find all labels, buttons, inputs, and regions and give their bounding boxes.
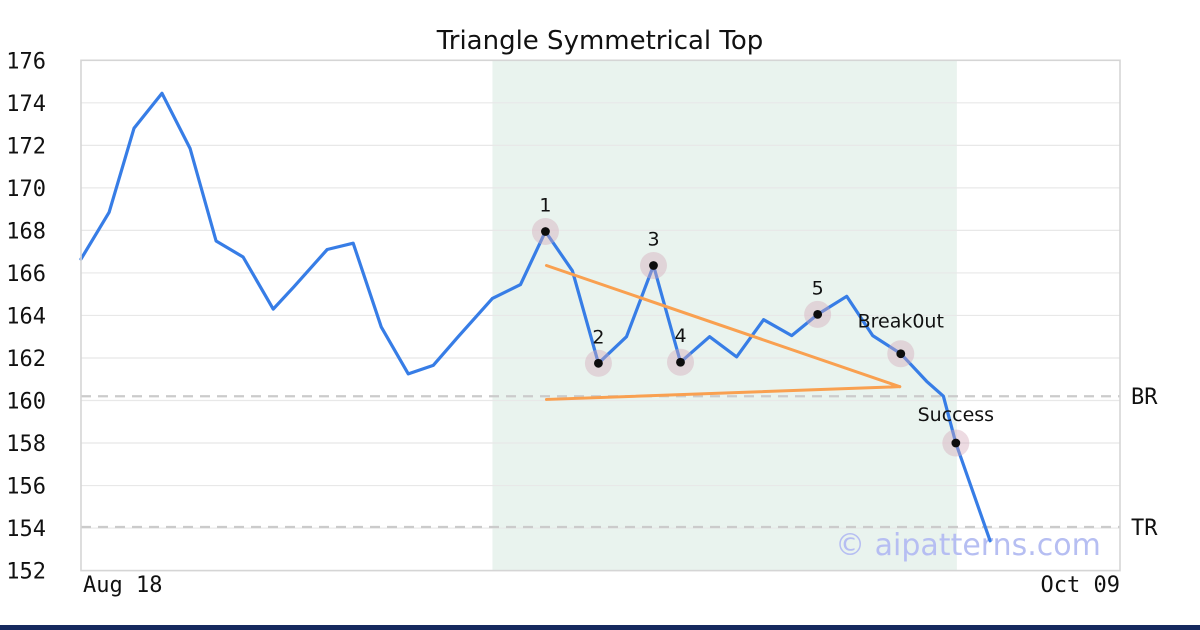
annotation-Success: Success	[918, 404, 994, 426]
triangle-trendlines	[544, 263, 902, 401]
y-tick-152: 152	[6, 560, 46, 585]
point-markers	[531, 217, 970, 457]
level-label-BR: BR	[1131, 385, 1158, 410]
level-labels: BR TR	[1131, 385, 1158, 541]
bottom-bar	[0, 625, 1200, 630]
y-tick-164: 164	[6, 304, 46, 329]
y-tick-174: 174	[6, 92, 46, 117]
annotation-Break0ut: Break0ut	[858, 311, 944, 333]
marker-dot-4	[676, 357, 685, 367]
annotation-5: 5	[812, 277, 824, 299]
price-line	[79, 91, 992, 543]
annotation-3: 3	[647, 228, 659, 250]
y-axis-tick-labels: 152 154 156 158 160 162 164 166 168 170 172 174 176	[6, 49, 46, 584]
marker-dot-5	[813, 309, 823, 319]
y-tick-172: 172	[6, 134, 46, 159]
annotation-2: 2	[592, 326, 604, 348]
y-tick-170: 170	[6, 177, 46, 202]
x-axis-end-label: Oct 09	[1041, 573, 1120, 598]
y-tick-176: 176	[6, 49, 46, 74]
x-axis-start-label: Aug 18	[83, 573, 162, 598]
watermark-text: © aipatterns.com	[835, 528, 1101, 563]
annotation-1: 1	[539, 194, 551, 216]
marker-dot-2	[594, 358, 603, 368]
y-tick-160: 160	[6, 390, 46, 415]
level-label-TR: TR	[1131, 516, 1158, 541]
lower-trendline	[544, 385, 902, 401]
plot-frame	[80, 59, 1121, 572]
gridlines	[81, 102, 1120, 529]
price-polyline	[79, 91, 992, 543]
annotation-labels: 1 2 3 4 5 Break0ut Success	[539, 194, 994, 426]
annotation-4: 4	[674, 325, 686, 347]
marker-dot-Success	[951, 438, 961, 448]
y-tick-158: 158	[6, 432, 46, 457]
y-tick-162: 162	[6, 347, 46, 372]
marker-dot-Break0ut	[896, 349, 906, 359]
y-tick-166: 166	[6, 262, 46, 287]
y-tick-168: 168	[6, 219, 46, 244]
upper-trendline	[544, 263, 902, 389]
y-tick-156: 156	[6, 475, 46, 500]
marker-dot-3	[649, 261, 658, 270]
y-tick-154: 154	[6, 517, 46, 542]
marker-dot-1	[541, 227, 550, 236]
chart-title: Triangle Symmetrical Top	[436, 26, 764, 56]
